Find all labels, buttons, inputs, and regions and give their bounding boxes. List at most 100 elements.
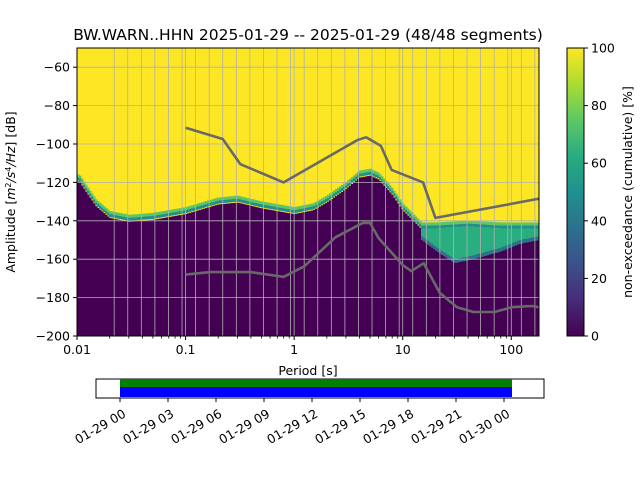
heatmap-cell bbox=[299, 212, 302, 336]
heatmap-cell bbox=[155, 219, 158, 336]
heatmap-cell bbox=[111, 218, 114, 336]
heatmap-cell bbox=[103, 206, 106, 210]
heatmap-cell bbox=[337, 194, 340, 336]
heatmap-cell bbox=[497, 222, 500, 226]
heatmap-cell bbox=[449, 256, 452, 261]
heatmap-cell bbox=[525, 228, 528, 239]
heatmap-cell bbox=[263, 201, 266, 205]
heatmap-cell bbox=[327, 194, 330, 198]
heatmap-cell bbox=[287, 209, 290, 213]
heatmap-cell bbox=[233, 198, 236, 202]
heatmap-cell bbox=[521, 243, 524, 336]
heatmap-cell bbox=[183, 207, 186, 211]
heatmap-cell bbox=[275, 203, 278, 207]
heatmap-cell bbox=[517, 225, 520, 229]
heatmap-cell bbox=[257, 203, 260, 207]
heatmap-cell bbox=[467, 256, 470, 261]
heatmap-cell bbox=[197, 203, 200, 207]
heatmap-cell bbox=[163, 217, 166, 336]
heatmap-cell bbox=[185, 206, 188, 210]
heatmap-cell bbox=[431, 225, 434, 229]
heatmap-cell bbox=[429, 228, 432, 243]
y-tick-label: −100 bbox=[36, 137, 70, 152]
heatmap-cell bbox=[211, 199, 214, 203]
heatmap-cell bbox=[229, 196, 232, 200]
heatmap-cell bbox=[465, 220, 468, 224]
heatmap-cell bbox=[103, 213, 106, 336]
heatmap-cell bbox=[109, 218, 112, 336]
heatmap-cell bbox=[363, 172, 366, 176]
heatmap-cell bbox=[419, 227, 422, 336]
heatmap-cell bbox=[183, 214, 186, 336]
heatmap-cell bbox=[109, 211, 112, 215]
heatmap-cell bbox=[461, 223, 464, 227]
heatmap-cell bbox=[173, 212, 176, 216]
heatmap-cell bbox=[175, 208, 178, 212]
heatmap-cell bbox=[239, 196, 242, 200]
heatmap-cell bbox=[347, 180, 350, 184]
heatmap-cell bbox=[337, 190, 340, 194]
heatmap-cell bbox=[515, 245, 518, 336]
heatmap-cell bbox=[317, 200, 320, 204]
heatmap-cell bbox=[319, 206, 322, 336]
colorbar-tick-label: 40 bbox=[591, 213, 607, 228]
colorbar-tick-label: 60 bbox=[591, 156, 607, 171]
heatmap-cell bbox=[457, 258, 460, 263]
heatmap-cell bbox=[351, 180, 354, 184]
heatmap-cell bbox=[473, 223, 476, 227]
heatmap-cell bbox=[263, 208, 266, 336]
heatmap-cell bbox=[239, 199, 242, 203]
heatmap-cell bbox=[377, 175, 380, 179]
heatmap-cell bbox=[217, 204, 220, 336]
heatmap-cell bbox=[175, 211, 178, 215]
heatmap-cell bbox=[351, 177, 354, 181]
heatmap-cell bbox=[159, 218, 162, 336]
heatmap-cell bbox=[443, 221, 446, 225]
heatmap-cell bbox=[331, 198, 334, 336]
heatmap-cell bbox=[527, 242, 530, 336]
heatmap-cell bbox=[205, 201, 208, 205]
heatmap-cell bbox=[399, 202, 402, 206]
heatmap-cell bbox=[107, 209, 110, 213]
heatmap-cell bbox=[233, 195, 236, 199]
heatmap-cell bbox=[89, 193, 92, 197]
heatmap-cell bbox=[355, 180, 358, 336]
heatmap-cell bbox=[403, 204, 406, 208]
heatmap-cell bbox=[149, 220, 152, 336]
heatmap-cell bbox=[537, 228, 539, 237]
heatmap-cell bbox=[361, 170, 364, 174]
heatmap-cell bbox=[449, 224, 452, 228]
heatmap-cell bbox=[191, 205, 194, 209]
heatmap-cell bbox=[157, 218, 160, 336]
heatmap-cell bbox=[521, 228, 524, 240]
heatmap-cell bbox=[283, 208, 286, 212]
heatmap-cell bbox=[483, 256, 486, 336]
heatmap-cell bbox=[413, 221, 416, 336]
psd-plot-area bbox=[76, 47, 540, 337]
heatmap-cell bbox=[459, 224, 462, 228]
heatmap-cell bbox=[453, 262, 456, 336]
heatmap-cell bbox=[221, 200, 224, 204]
heatmap-cell bbox=[315, 208, 318, 336]
heatmap-cell bbox=[527, 222, 530, 226]
heatmap-cell bbox=[219, 200, 222, 204]
heatmap-cell bbox=[319, 202, 322, 206]
heatmap-cell bbox=[321, 198, 324, 202]
heatmap-cell bbox=[487, 227, 490, 252]
heatmap-cell bbox=[461, 261, 464, 336]
heatmap-cell bbox=[495, 252, 498, 336]
heatmap-cell bbox=[397, 199, 400, 203]
heatmap-cell bbox=[389, 185, 392, 189]
heatmap-cell bbox=[499, 251, 502, 336]
heatmap-cell bbox=[467, 223, 470, 227]
heatmap-cell bbox=[435, 222, 438, 226]
heatmap-cell bbox=[515, 241, 518, 246]
heatmap-cell bbox=[321, 201, 324, 205]
heatmap-cell bbox=[103, 209, 106, 213]
heatmap-cell bbox=[269, 209, 272, 336]
heatmap-cell bbox=[99, 209, 102, 336]
heatmap-cell bbox=[483, 252, 486, 257]
heatmap-cell bbox=[499, 225, 502, 229]
heatmap-cell bbox=[313, 202, 316, 206]
heatmap-cell bbox=[409, 217, 412, 336]
